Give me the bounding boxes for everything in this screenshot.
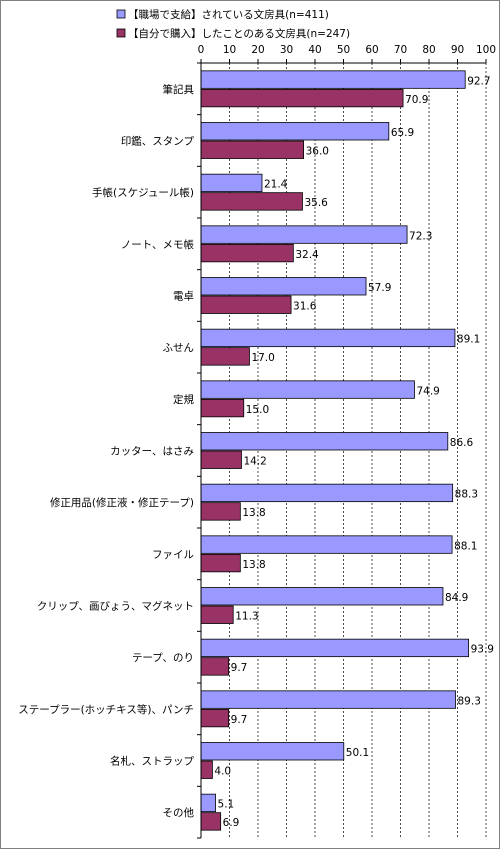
- data-label-s1-7: 86.6: [450, 437, 474, 449]
- bar-s1-0: [200, 70, 466, 89]
- bar-s1-3: [200, 225, 408, 244]
- x-tick-label-40: 40: [308, 44, 321, 56]
- category-label-13: 名札、ストラップ: [110, 755, 194, 768]
- bar-s1-8: [200, 483, 454, 503]
- data-label-s1-14: 5.1: [218, 799, 235, 811]
- category-label-6: 定規: [173, 393, 194, 406]
- category-label-2: 手帳(スケジュール帳): [92, 186, 194, 199]
- gridlines: [229, 63, 487, 838]
- data-label-s1-0: 92.7: [467, 75, 490, 87]
- x-tick-label-50: 50: [337, 44, 350, 56]
- category-label-12: ステープラー(ホッチキス等)、パンチ: [18, 703, 194, 716]
- category-label-14: その他: [163, 806, 195, 819]
- data-label-s1-9: 88.1: [454, 540, 477, 552]
- category-label-9: ファイル: [152, 549, 194, 561]
- legend-swatch-1: [116, 9, 126, 19]
- bar-s2-9: [200, 553, 241, 573]
- category-label-11: テープ、のり: [132, 652, 194, 664]
- bar-s1-11: [200, 638, 470, 658]
- data-label-s1-5: 89.1: [457, 334, 480, 346]
- bar-s2-12: [200, 708, 230, 728]
- bar-s1-6: [200, 380, 415, 399]
- data-label-s2-10: 11.3: [235, 611, 258, 623]
- data-label-s1-12: 89.3: [458, 695, 481, 707]
- bar-s1-10: [200, 587, 444, 606]
- bar-s2-7: [200, 450, 242, 469]
- data-label-s1-1: 65.9: [391, 127, 414, 139]
- bar-s2-5: [200, 347, 250, 366]
- category-label-3: ノート、メモ帳: [121, 238, 195, 251]
- data-label-s1-13: 50.1: [346, 747, 369, 759]
- bar-s1-7: [200, 432, 449, 451]
- data-label-s1-3: 72.3: [409, 230, 432, 242]
- x-axis: 0 10 20 30 40 50 60 70 80 90 100: [198, 44, 496, 64]
- category-label-8: 修正用品(修正液・修正テープ): [50, 496, 194, 509]
- bar-s1-5: [200, 328, 456, 348]
- data-label-s2-2: 35.6: [304, 197, 328, 209]
- bar-s2-11: [200, 657, 230, 676]
- data-label-s2-11: 9.7: [231, 662, 248, 674]
- x-tick-label-10: 10: [223, 44, 236, 56]
- x-tick-label-80: 80: [422, 44, 435, 56]
- bar-s1-1: [200, 122, 390, 141]
- data-label-s2-6: 15.0: [246, 404, 269, 416]
- bar-s2-2: [200, 192, 303, 211]
- data-label-s2-12: 9.7: [231, 714, 248, 726]
- data-label-s1-8: 88.3: [455, 489, 478, 501]
- data-label-s2-4: 31.6: [293, 301, 317, 313]
- data-label-s2-0: 70.9: [405, 94, 428, 106]
- data-label-s2-7: 14.2: [243, 456, 266, 468]
- x-tick-label-100: 100: [476, 44, 496, 56]
- x-tick-label-30: 30: [280, 44, 293, 56]
- data-label-s1-10: 84.9: [445, 592, 468, 604]
- bar-s1-2: [200, 173, 263, 193]
- category-label-1: 印鑑、スタンプ: [121, 135, 195, 148]
- legend-swatch-2: [116, 28, 126, 38]
- category-label-5: ふせん: [163, 342, 195, 354]
- data-label-s1-4: 57.9: [368, 282, 391, 294]
- x-tick-label-70: 70: [394, 44, 407, 56]
- data-label-s2-1: 36.0: [306, 146, 329, 158]
- bar-s2-4: [200, 295, 292, 314]
- bar-s1-13: [200, 742, 345, 761]
- legend-label-1: 【職場で支給】されている文房具(n=411): [128, 8, 329, 21]
- data-label-s2-3: 32.4: [295, 249, 319, 261]
- data-label-s2-9: 13.8: [242, 559, 265, 571]
- bar-s2-3: [200, 243, 294, 263]
- data-label-s2-14: 6.9: [223, 817, 240, 829]
- category-label-10: クリップ、画びょう、マグネット: [37, 600, 194, 613]
- category-label-4: 電卓: [173, 291, 194, 303]
- bar-s2-1: [200, 140, 304, 159]
- legend-label-2: 【自分で購入】したことのある文房具(n=247): [128, 27, 350, 40]
- bar-s1-9: [200, 535, 453, 554]
- x-tick-label-0: 0: [198, 44, 205, 56]
- x-tick-label-20: 20: [251, 44, 264, 56]
- bar-s2-14: [200, 812, 222, 831]
- bar-s1-4: [200, 277, 367, 296]
- category-label-0: 筆記具: [163, 83, 195, 96]
- bar-s2-13: [200, 760, 213, 779]
- legend: 【職場で支給】されている文房具(n=411) 【自分で購入】したことのある文房具(…: [116, 8, 350, 40]
- data-label-s1-11: 93.9: [471, 644, 494, 656]
- x-tick-label-90: 90: [451, 44, 464, 56]
- bar-s2-10: [200, 605, 234, 624]
- bar-s2-8: [200, 502, 241, 521]
- x-tick-label-60: 60: [365, 44, 378, 56]
- data-label-s2-8: 13.8: [242, 507, 265, 519]
- bar-s1-14: [200, 793, 216, 813]
- data-label-s1-6: 74.9: [416, 385, 439, 397]
- bar-s1-12: [200, 690, 456, 709]
- bar-s2-6: [200, 398, 245, 418]
- data-label-s1-2: 21.4: [264, 179, 288, 191]
- bar-s2-0: [200, 88, 404, 108]
- category-label-7: カッター、はさみ: [110, 446, 194, 458]
- data-label-s2-5: 17.0: [251, 352, 274, 364]
- data-label-s2-13: 4.0: [214, 766, 231, 778]
